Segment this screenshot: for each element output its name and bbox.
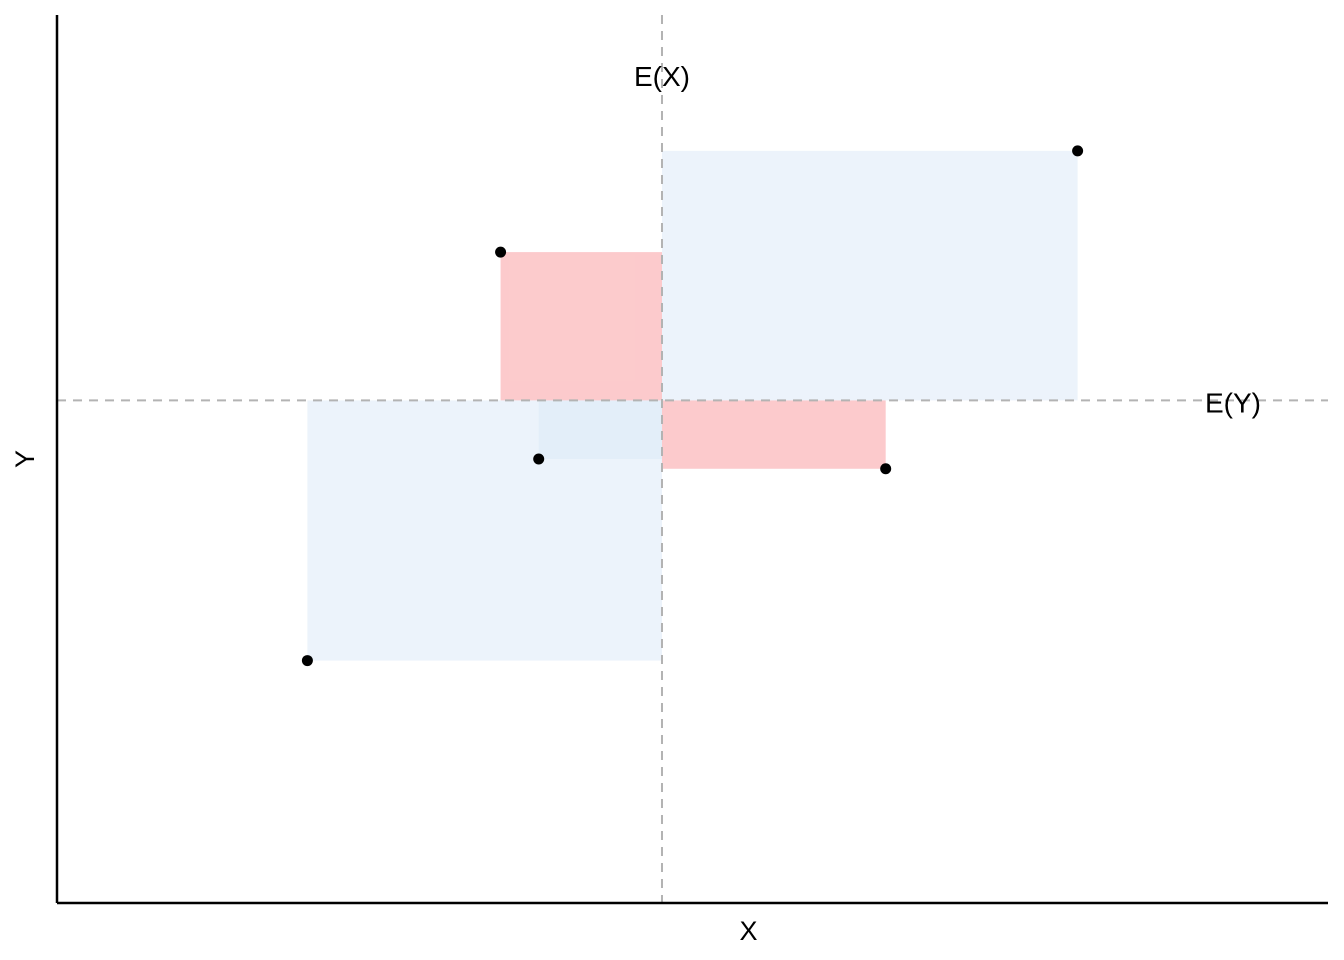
data-point-1 xyxy=(301,655,313,667)
deviation-rect-3 xyxy=(500,252,662,401)
y-mean-label: E(Y) xyxy=(1205,387,1261,418)
y-axis-title: Y xyxy=(10,450,40,468)
x-mean-label: E(X) xyxy=(634,61,690,92)
data-points xyxy=(301,145,1084,667)
data-point-2 xyxy=(533,453,545,465)
deviation-rect-4 xyxy=(661,400,886,469)
data-point-4 xyxy=(880,463,892,475)
data-point-5 xyxy=(1072,145,1084,157)
deviation-rect-2 xyxy=(538,400,662,459)
data-point-3 xyxy=(495,246,507,258)
x-axis-title: X xyxy=(739,916,757,946)
deviation-rect-5 xyxy=(661,150,1078,401)
deviation-rectangles xyxy=(307,150,1078,661)
